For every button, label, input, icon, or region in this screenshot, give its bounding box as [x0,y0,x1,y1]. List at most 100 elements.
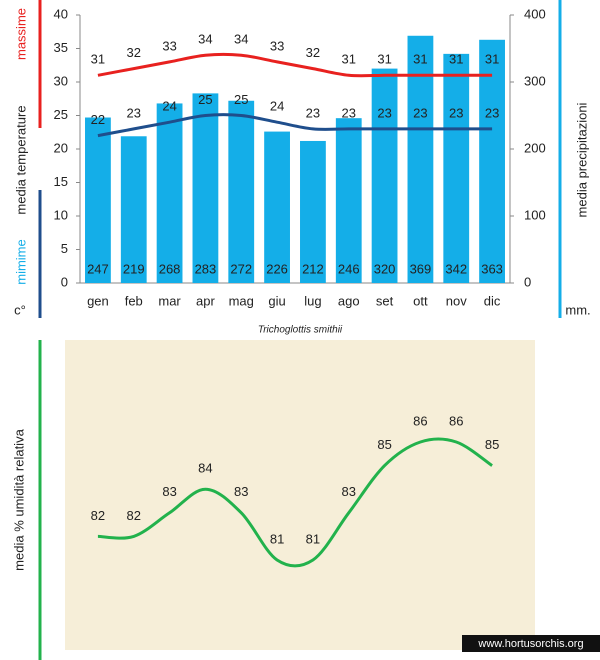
bar [479,39,505,283]
line-value-label: 23 [413,105,427,120]
x-tick-label: mar [158,293,181,308]
line [97,437,493,568]
line-value-label: 82 [91,508,105,523]
line [97,113,493,138]
y2-tick-label: 300 [524,73,546,88]
line-value-label: 83 [162,484,176,499]
x-tick-label: set [376,293,394,308]
line-value-label: 23 [485,105,499,120]
bar-value-label: 320 [374,261,396,276]
line-value-label: 83 [234,484,248,499]
max-label: massime [13,8,28,60]
line-value-label: 25 [198,92,212,107]
y-tick-label: 20 [54,140,68,155]
x-tick-label: ago [338,293,360,308]
line-value-label: 32 [127,45,141,60]
bar-value-label: 268 [159,261,181,276]
bar-value-label: 272 [230,261,252,276]
bar [192,93,219,283]
bar [300,140,326,283]
line-value-label: 31 [91,52,105,67]
y-tick-label: 35 [54,40,68,55]
line-value-label: 23 [306,105,320,120]
min-label: mimime [13,239,28,285]
line-value-label: 32 [306,45,320,60]
bar [85,117,111,283]
line-value-label: 85 [485,437,499,452]
x-tick-label: giu [268,293,285,308]
x-tick-label: nov [446,293,467,308]
line-value-label: 86 [449,413,463,428]
bar-value-label: 247 [87,261,109,276]
line-value-label: 34 [234,32,248,47]
line-value-label: 24 [162,99,176,114]
line-value-label: 83 [342,484,356,499]
line-value-label: 81 [306,531,320,546]
line-value-label: 86 [413,413,427,428]
y2-tick-label: 0 [524,274,531,289]
x-tick-label: mag [229,293,254,308]
y-tick-label: 40 [54,6,68,21]
bar [228,100,255,283]
x-tick-label: apr [196,293,215,308]
bar-value-label: 246 [338,261,360,276]
x-tick-label: dic [484,293,501,308]
y2-tick-label: 400 [524,6,546,21]
bar [371,68,398,283]
y-tick-label: 25 [54,107,68,122]
line-value-label: 23 [377,105,391,120]
watermark-bg [462,635,600,652]
y2-tick-label: 200 [524,140,546,155]
bar-value-label: 212 [302,261,324,276]
bar-value-label: 369 [410,261,432,276]
line-value-label: 31 [449,52,463,67]
y-tick-label: 15 [54,174,68,189]
humidity-panel [65,340,535,650]
bar [120,136,147,283]
line-value-label: 31 [485,52,499,67]
line [97,52,493,78]
line-value-label: 24 [270,99,284,114]
line-value-label: 34 [198,32,212,47]
bar [335,118,362,284]
y-axis-label: media temperature [13,105,28,214]
line-value-label: 23 [449,105,463,120]
line-value-label: 33 [270,38,284,53]
line-value-label: 22 [91,112,105,127]
bar [407,35,434,283]
y2-tick-label: 100 [524,207,546,222]
y-tick-label: 0 [61,274,68,289]
x-tick-label: ott [413,293,428,308]
y-unit: c° [14,302,26,317]
line-value-label: 31 [413,52,427,67]
line-value-label: 81 [270,531,284,546]
bar [156,103,183,283]
line-value-label: 31 [342,52,356,67]
line-value-label: 33 [162,38,176,53]
line-value-label: 82 [127,508,141,523]
chart-title: Trichoglottis smithii [258,325,343,336]
y2-unit: mm. [565,302,590,317]
bar-value-label: 226 [266,261,288,276]
bar [443,53,470,283]
y-tick-label: 10 [54,207,68,222]
line-value-label: 25 [234,92,248,107]
humidity-label: media % umidità relativa [11,428,26,570]
bar-value-label: 363 [481,261,503,276]
line-value-label: 23 [127,105,141,120]
bar-value-label: 219 [123,261,145,276]
line-value-label: 84 [198,461,212,476]
y-tick-label: 30 [54,73,68,88]
bar-value-label: 283 [195,261,217,276]
watermark: www.hortusorchis.org [477,638,583,650]
y2-axis-label: media precipitazioni [574,102,589,217]
x-tick-label: feb [125,293,143,308]
line-value-label: 23 [342,105,356,120]
line-value-label: 31 [377,52,391,67]
x-tick-label: gen [87,293,109,308]
x-tick-label: lug [304,293,321,308]
bar-value-label: 342 [445,261,467,276]
y-tick-label: 5 [61,241,68,256]
line-value-label: 85 [377,437,391,452]
